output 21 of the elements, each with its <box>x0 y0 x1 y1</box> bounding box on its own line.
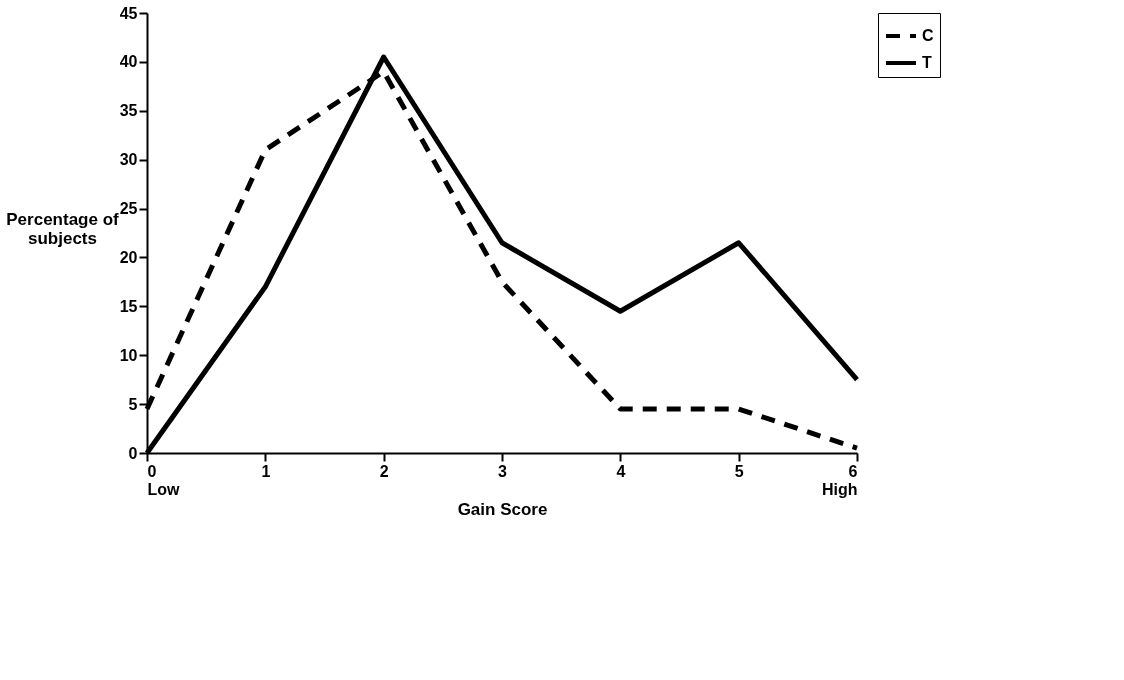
y-tick-label: 20 <box>119 248 138 266</box>
x-tick-label: 5 <box>734 462 744 480</box>
y-tick-label: 25 <box>119 200 138 218</box>
x-tick-label: 0 Low <box>147 462 181 498</box>
legend-label: T <box>922 54 932 71</box>
x-tick-label: 2 <box>379 462 389 480</box>
x-axis-title: Gain Score <box>457 499 548 519</box>
y-tick-label: 0 <box>128 444 138 462</box>
y-tick-label: 35 <box>119 102 138 120</box>
legend-label: C <box>922 27 934 44</box>
y-tick-label: 30 <box>119 151 138 169</box>
y-tick-label: 5 <box>128 395 138 413</box>
y-tick-label: 10 <box>119 346 138 364</box>
y-tick-label: 40 <box>119 53 138 71</box>
x-tick-label: 4 <box>616 462 626 480</box>
y-tick-label: 15 <box>119 297 138 315</box>
x-tick-label: 1 <box>261 462 271 480</box>
x-tick-label: 6 High <box>821 462 858 498</box>
y-axis-title: Percentage of subjects <box>6 209 120 248</box>
y-tick-label: 45 <box>119 4 138 22</box>
x-tick-label: 3 <box>498 462 508 480</box>
